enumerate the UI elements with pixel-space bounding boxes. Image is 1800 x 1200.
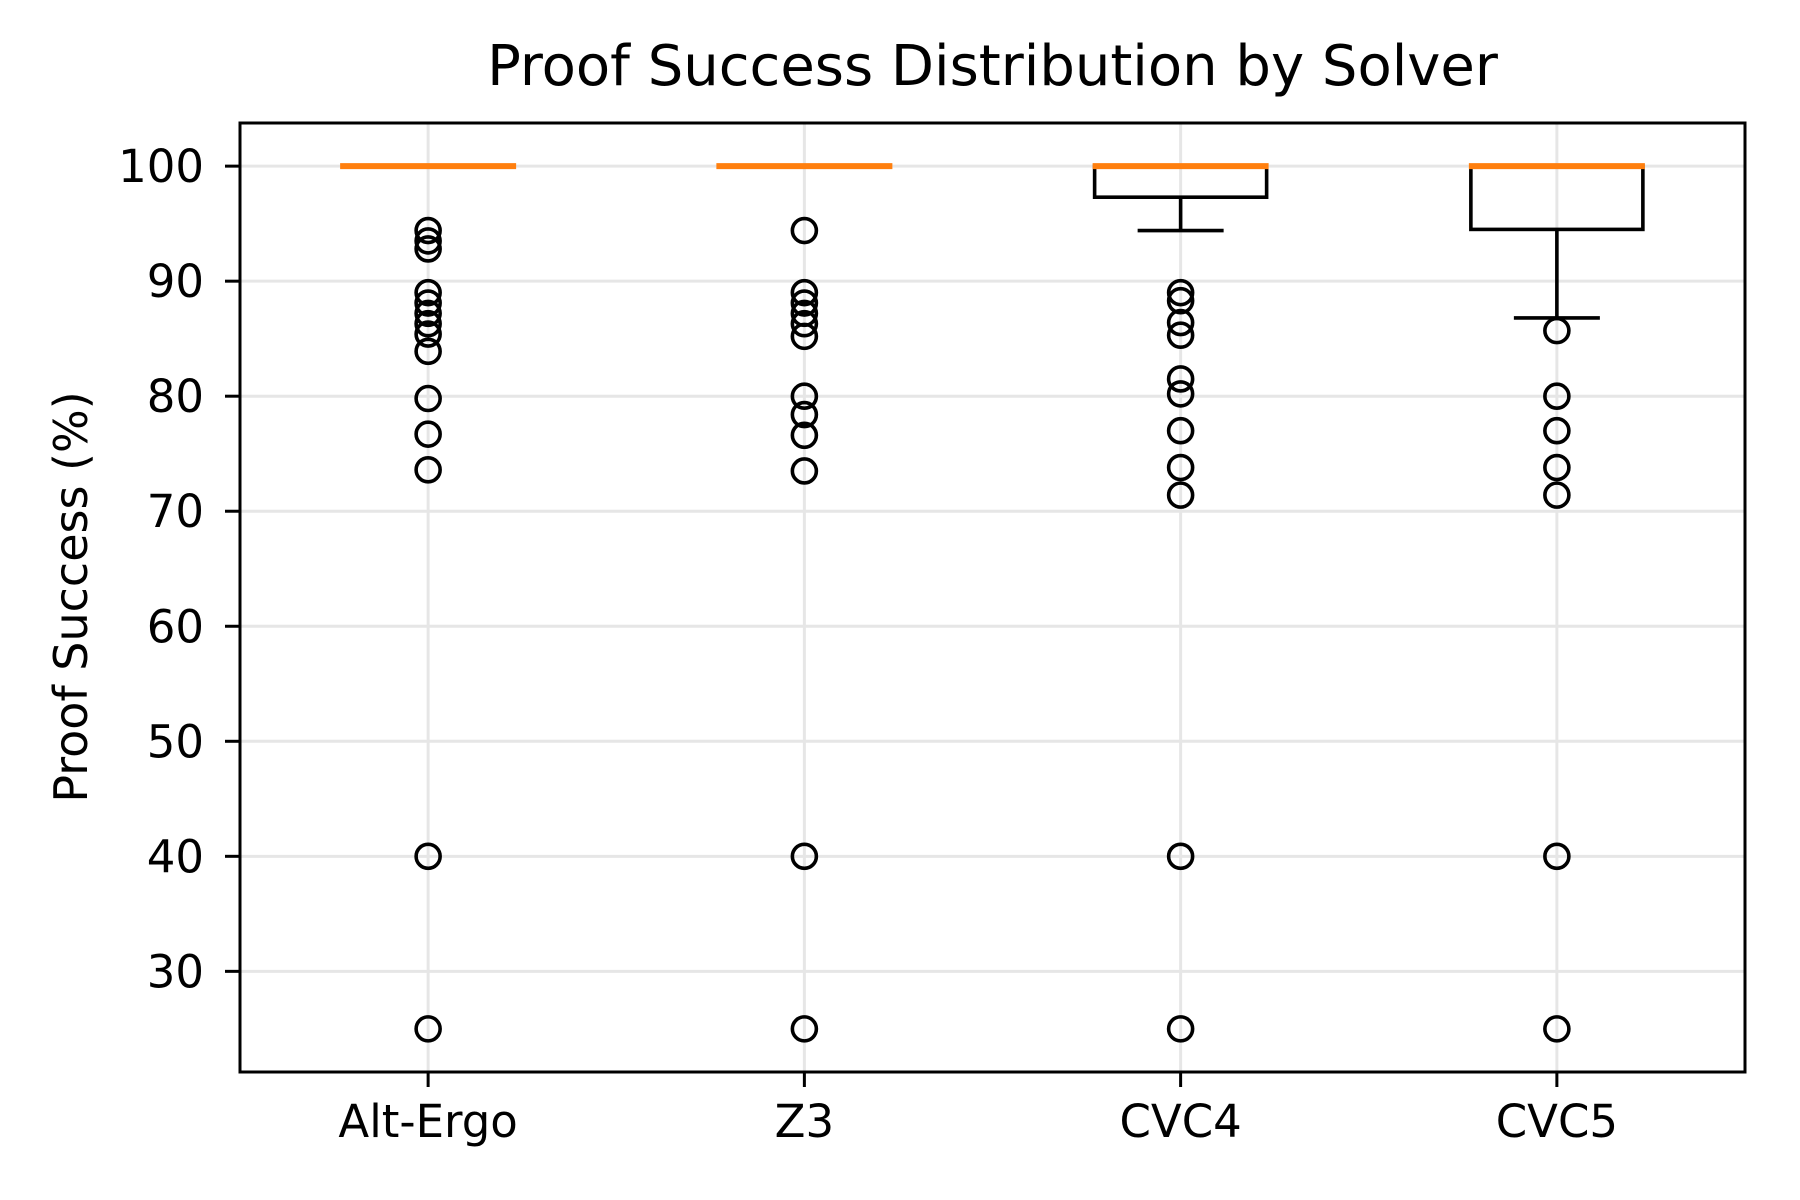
y-tick-label: 30 <box>147 945 204 998</box>
outlier-point <box>1166 308 1195 337</box>
outlier-point <box>790 842 819 871</box>
outlier-point <box>414 235 442 263</box>
outlier-point <box>790 322 819 351</box>
outlier-point <box>1166 1015 1195 1043</box>
y-tick-label: 50 <box>147 715 204 768</box>
outlier-point <box>414 320 442 348</box>
outlier-point <box>1543 453 1571 482</box>
outlier-point <box>414 278 442 307</box>
outlier-point <box>1166 481 1195 509</box>
outlier-point <box>414 289 442 317</box>
outlier-point <box>1543 416 1571 445</box>
outlier-point <box>1166 278 1195 307</box>
x-tick-label: CVC4 <box>1119 1095 1241 1148</box>
outlier-point <box>1166 286 1195 315</box>
outlier-point <box>414 842 442 871</box>
y-tick-label: 100 <box>118 140 204 193</box>
outlier-point <box>1543 382 1571 410</box>
y-tick-label: 70 <box>147 485 204 538</box>
outlier-point <box>790 216 819 245</box>
outlier-point <box>790 457 819 485</box>
outlier-point <box>414 299 442 328</box>
outlier-point <box>414 227 442 255</box>
y-tick-label: 80 <box>147 370 204 423</box>
outlier-point <box>790 421 819 450</box>
x-tick-label: Z3 <box>775 1095 834 1148</box>
outlier-point <box>1166 842 1195 871</box>
outlier-point <box>1166 453 1195 482</box>
y-tick-label: 40 <box>147 830 204 883</box>
outlier-point <box>414 309 442 338</box>
outlier-point <box>414 337 442 366</box>
outlier-point <box>1543 1015 1571 1043</box>
y-tick-label: 90 <box>147 255 204 308</box>
outlier-point <box>1543 842 1571 871</box>
outlier-point <box>790 289 819 317</box>
outlier-point <box>1543 316 1571 345</box>
outlier-point <box>414 420 442 448</box>
outlier-point <box>414 384 442 413</box>
outlier-point <box>1166 321 1195 350</box>
x-tick-label: Alt-Ergo <box>338 1095 517 1148</box>
y-tick-label: 60 <box>147 600 204 653</box>
chart-title: Proof Success Distribution by Solver <box>487 34 1498 99</box>
outlier-point <box>790 1015 819 1043</box>
x-tick-label: CVC5 <box>1496 1095 1618 1148</box>
outlier-point <box>1166 416 1195 445</box>
outlier-point <box>1543 481 1571 509</box>
axes-frame <box>238 121 1747 1074</box>
outlier-point <box>414 216 442 245</box>
outlier-point <box>1166 365 1195 393</box>
outlier-point <box>1166 380 1195 408</box>
outlier-point <box>414 456 442 484</box>
outlier-point <box>790 309 819 338</box>
outlier-point <box>414 1015 442 1043</box>
outlier-point <box>790 278 819 307</box>
outlier-point <box>790 382 819 410</box>
outlier-point <box>790 400 819 429</box>
